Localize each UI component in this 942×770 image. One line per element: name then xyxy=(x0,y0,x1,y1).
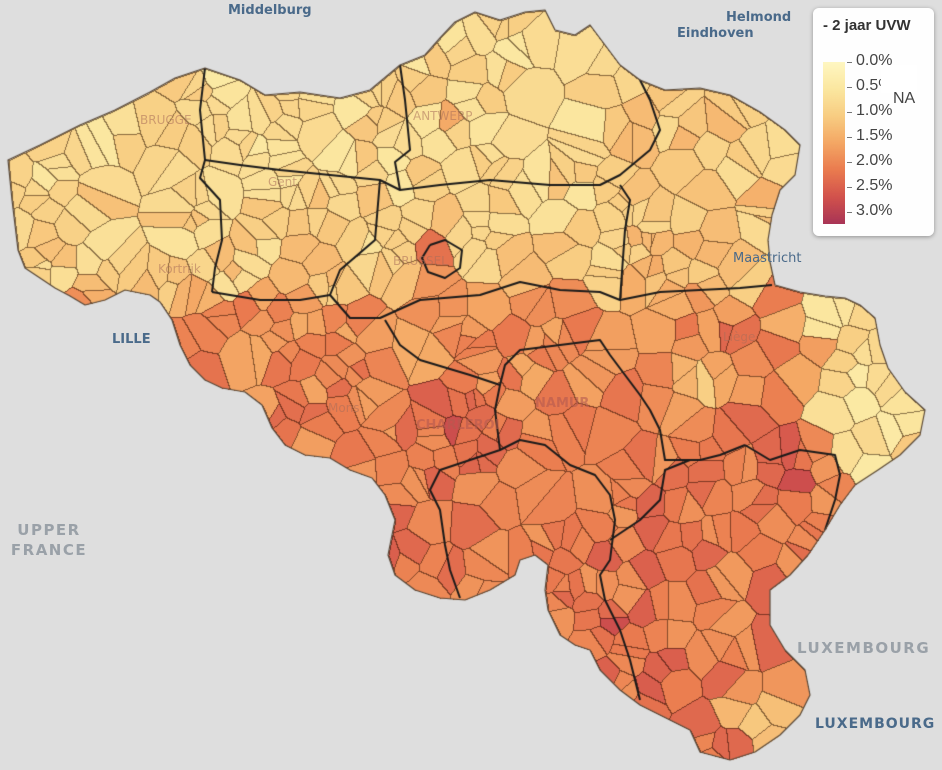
label-liege: Liège xyxy=(723,330,756,344)
label-eindhoven: Eindhoven xyxy=(677,26,754,41)
map-legend: - 2 jaar UVW 0.0% 0.5% 1.0% 1.5% 2.0% 2.5% 3.0… xyxy=(813,8,934,236)
legend-label: 0.0% xyxy=(856,52,893,69)
label-helmond: Helmond xyxy=(726,10,792,25)
legend-label: 1.5% xyxy=(856,127,893,144)
label-charleroi: CHARLEROI xyxy=(416,418,500,433)
legend-label: 3.0% xyxy=(856,202,893,219)
label-lille: LILLE xyxy=(112,332,151,347)
label-brugge: BRUGGE xyxy=(140,113,192,127)
label-kortrijk: Kortrijk xyxy=(158,262,201,276)
label-luxembourg-region: LUXEMBOURG xyxy=(797,639,931,657)
label-antwerp: ANTWERP xyxy=(413,109,473,123)
legend-label: 2.0% xyxy=(856,152,893,169)
legend-tick xyxy=(847,137,852,138)
legend-na-swatch xyxy=(881,65,917,93)
label-luxembourg-country: LUXEMBOURG xyxy=(815,716,936,732)
label-gent: Gent xyxy=(268,175,297,189)
legend-label: 2.5% xyxy=(856,177,893,194)
legend-tick xyxy=(847,62,852,63)
legend-tick xyxy=(847,87,852,88)
legend-color-ramp xyxy=(823,62,845,224)
legend-tick xyxy=(847,187,852,188)
legend-label: 1.0% xyxy=(856,102,893,119)
label-middelburg: Middelburg xyxy=(228,3,312,18)
legend-title: - 2 jaar UVW xyxy=(823,17,911,34)
label-maastricht: Maastricht xyxy=(733,251,802,266)
legend-tick xyxy=(847,212,852,213)
legend-tick xyxy=(847,112,852,113)
label-brussels: BRUSSEL xyxy=(393,254,448,268)
legend-na-label: NA xyxy=(893,90,916,107)
label-namur: NAMUR xyxy=(535,396,590,411)
legend-tick xyxy=(847,162,852,163)
label-upper-france: UPPER FRANCE xyxy=(10,521,88,559)
label-mons: Mons xyxy=(328,401,360,415)
